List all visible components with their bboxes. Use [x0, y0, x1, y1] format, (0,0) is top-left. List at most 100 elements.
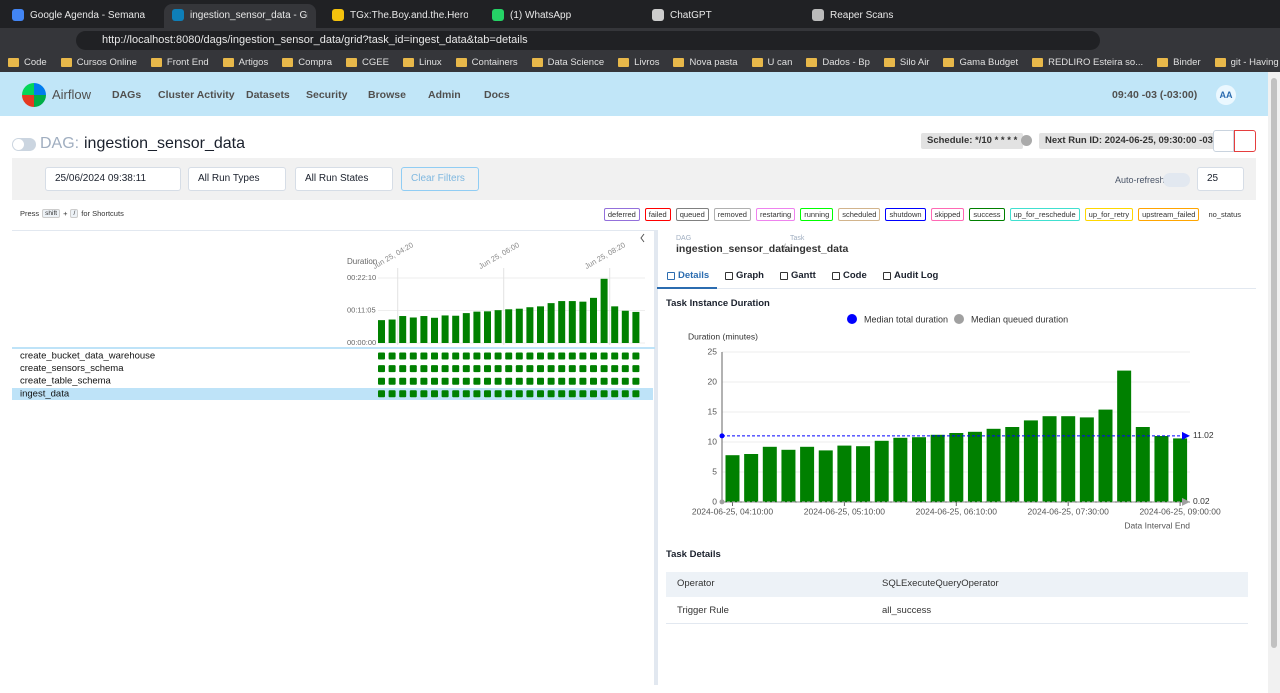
state-badge[interactable]: restarting: [755, 208, 796, 221]
task-status[interactable]: [568, 377, 576, 385]
task-status[interactable]: [441, 352, 449, 360]
task-status[interactable]: [526, 390, 534, 398]
state-badge[interactable]: queued: [675, 208, 709, 221]
task-status[interactable]: [378, 377, 385, 385]
task-status[interactable]: [473, 390, 481, 398]
task-status[interactable]: [579, 365, 587, 373]
task-status[interactable]: [378, 352, 385, 360]
task-name[interactable]: create_bucket_data_warehouse: [20, 351, 155, 362]
browser-tab[interactable]: [164, 4, 316, 28]
task-status[interactable]: [399, 377, 407, 385]
task-status[interactable]: [558, 390, 566, 398]
task-status[interactable]: [462, 390, 470, 398]
task-status[interactable]: [579, 352, 587, 360]
task-status[interactable]: [505, 352, 513, 360]
task-status[interactable]: [399, 390, 407, 398]
task-status[interactable]: [420, 390, 428, 398]
task-status[interactable]: [441, 390, 449, 398]
task-status[interactable]: [547, 390, 555, 398]
tab-title[interactable]: (1) WhatsApp: [510, 10, 572, 21]
task-status[interactable]: [526, 377, 534, 385]
bookmark[interactable]: Compra: [282, 57, 332, 68]
task-status[interactable]: [547, 352, 555, 360]
state-badge[interactable]: failed: [644, 208, 671, 221]
task-status[interactable]: [431, 377, 438, 385]
task-status[interactable]: [537, 352, 544, 360]
task-status[interactable]: [632, 377, 640, 385]
state-badge[interactable]: scheduled: [838, 208, 881, 221]
bookmark[interactable]: Livros: [618, 57, 659, 68]
task-status[interactable]: [537, 377, 544, 385]
task-status[interactable]: [590, 390, 597, 398]
task-status[interactable]: [621, 390, 629, 398]
state-badge[interactable]: up_for_retry: [1084, 208, 1134, 221]
brand[interactable]: Airflow: [52, 87, 92, 102]
task-status[interactable]: [378, 390, 385, 398]
bookmark[interactable]: U can: [751, 57, 792, 68]
task-status[interactable]: [632, 390, 640, 398]
task-status[interactable]: [515, 390, 523, 398]
task-status[interactable]: [558, 365, 566, 373]
bookmark[interactable]: Dados - Bp: [806, 57, 870, 68]
run-state-select[interactable]: All Run States: [295, 167, 393, 191]
task-status[interactable]: [494, 390, 502, 398]
detail-tab[interactable]: Details: [678, 270, 710, 281]
url[interactable]: http://localhost:8080/dags/ingestion_sen…: [102, 34, 528, 46]
task-name[interactable]: ingest_data: [20, 388, 70, 399]
task-status[interactable]: [473, 365, 481, 373]
task-status[interactable]: [441, 365, 449, 373]
bookmark[interactable]: Binder: [1157, 57, 1201, 68]
task-status[interactable]: [494, 365, 502, 373]
bookmark[interactable]: Data Science: [531, 57, 604, 68]
task-status[interactable]: [452, 390, 460, 398]
task-status[interactable]: [484, 365, 491, 373]
task-status[interactable]: [505, 377, 513, 385]
date-input[interactable]: 25/06/2024 09:38:11: [45, 167, 181, 191]
nav-item[interactable]: Browse: [368, 89, 406, 101]
task-status[interactable]: [399, 365, 407, 373]
task-status[interactable]: [547, 365, 555, 373]
state-badge[interactable]: removed: [713, 208, 751, 221]
clear-filters-button[interactable]: Clear Filters: [401, 167, 479, 191]
tab-title[interactable]: ingestion_sensor_data - Grid - G: [190, 10, 308, 21]
task-status[interactable]: [462, 352, 470, 360]
task-status[interactable]: [409, 352, 417, 360]
task-status[interactable]: [621, 352, 629, 360]
task-status[interactable]: [399, 352, 407, 360]
avatar[interactable]: AA: [1216, 85, 1236, 105]
bookmark[interactable]: CGEE: [346, 57, 389, 68]
tab-title[interactable]: Reaper Scans: [830, 10, 894, 21]
task-status[interactable]: [515, 377, 523, 385]
detail-tab[interactable]: Code: [843, 270, 867, 281]
task-status[interactable]: [409, 365, 417, 373]
state-badge[interactable]: up_for_reschedule: [1009, 208, 1080, 221]
bookmark[interactable]: Front End: [150, 57, 209, 68]
state-badge[interactable]: running: [800, 208, 834, 221]
bookmark[interactable]: Linux: [402, 57, 442, 68]
address-bar[interactable]: [76, 31, 1100, 50]
task-status[interactable]: [568, 365, 576, 373]
task-status[interactable]: [452, 377, 460, 385]
delete-button[interactable]: [1234, 130, 1256, 152]
task-status[interactable]: [420, 352, 428, 360]
task-status[interactable]: [579, 377, 587, 385]
run-type-select[interactable]: All Run Types: [188, 167, 286, 191]
task-status[interactable]: [484, 377, 491, 385]
bookmark[interactable]: Cursos Online: [60, 57, 137, 68]
task-status[interactable]: [388, 365, 396, 373]
task-status[interactable]: [452, 352, 460, 360]
task-status[interactable]: [431, 365, 438, 373]
detail-tab[interactable]: Audit Log: [894, 270, 939, 281]
nav-item[interactable]: Admin: [428, 89, 461, 101]
task-status[interactable]: [579, 390, 587, 398]
auto-refresh-toggle[interactable]: [1163, 173, 1190, 187]
breadcrumb-dag[interactable]: ingestion_sensor_data: [676, 243, 791, 255]
task-status[interactable]: [473, 377, 481, 385]
state-badge[interactable]: success: [969, 208, 1005, 221]
task-status[interactable]: [378, 365, 385, 373]
task-status[interactable]: [590, 352, 597, 360]
task-status[interactable]: [505, 390, 513, 398]
bookmark[interactable]: Containers: [455, 57, 518, 68]
task-status[interactable]: [568, 352, 576, 360]
detail-tab[interactable]: Gantt: [791, 270, 816, 281]
